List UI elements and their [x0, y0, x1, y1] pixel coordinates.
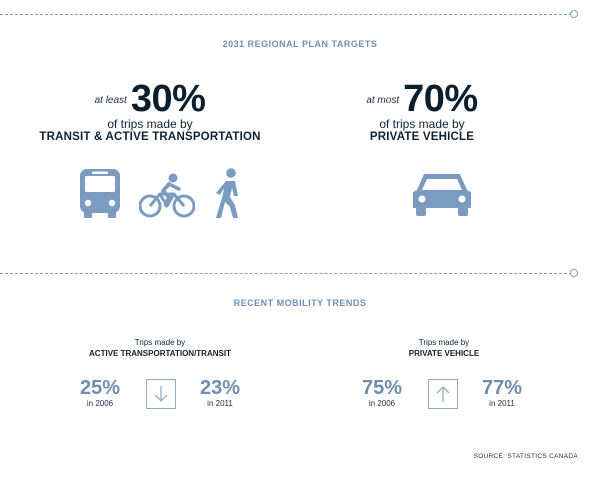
- vehicle-percent: 70%: [403, 78, 478, 120]
- middle-divider: [0, 273, 572, 274]
- vehicle-2006-value: 75%: [361, 377, 403, 399]
- transit-2006-value: 25%: [79, 377, 121, 399]
- trends-heading: RECENT MOBILITY TRENDS: [233, 298, 367, 308]
- decrease-arrow-box: [146, 379, 176, 409]
- transit-2011-stat: 23% in 2011: [190, 377, 250, 409]
- pedestrian-icon: [214, 168, 246, 225]
- transit-2006-year: in 2006: [86, 399, 114, 408]
- bicycle-icon: [138, 173, 196, 224]
- source-note: SOURCE: STATISTICS CANADA: [473, 453, 578, 460]
- vehicle-2006-stat: 75% in 2006: [352, 377, 412, 409]
- transit-line1: of trips made by: [107, 117, 193, 131]
- vehicle-line2: PRIVATE VEHICLE: [369, 131, 475, 143]
- vehicle-2011-value: 77%: [481, 377, 523, 399]
- arrow-up-icon: [436, 386, 450, 402]
- transit-2011-value: 23%: [199, 377, 241, 399]
- middle-divider-end-dot: [570, 269, 578, 277]
- increase-arrow-box: [428, 379, 458, 409]
- vehicle-2011-year: in 2011: [489, 399, 515, 408]
- transit-target-headline: at least 30%: [30, 80, 270, 118]
- arrow-down-icon: [154, 386, 168, 402]
- top-divider: [0, 14, 572, 15]
- top-divider-end-dot: [570, 10, 578, 18]
- vehicle-trend-title: Trips made by PRIVATE VEHICLE: [344, 337, 544, 359]
- transit-trend-title: Trips made by ACTIVE TRANSPORTATION/TRAN…: [60, 337, 260, 359]
- vehicle-target-headline: at most 70%: [322, 80, 522, 118]
- targets-heading: 2031 REGIONAL PLAN TARGETS: [222, 39, 378, 49]
- car-icon: [411, 170, 473, 223]
- transit-percent: 30%: [130, 78, 206, 120]
- transit-2011-year: in 2011: [207, 399, 233, 408]
- vehicle-line1: of trips made by: [379, 117, 465, 131]
- vehicle-trend-title-line1: Trips made by: [418, 338, 470, 347]
- transit-trend-title-line2: ACTIVE TRANSPORTATION/TRANSIT: [89, 349, 231, 358]
- vehicle-qualifier: at most: [366, 95, 400, 106]
- transit-target: at least 30% of trips made by TRANSIT & A…: [30, 80, 270, 144]
- transit-line2: TRANSIT & ACTIVE TRANSPORTATION: [39, 131, 261, 143]
- transit-2006-stat: 25% in 2006: [70, 377, 130, 409]
- vehicle-2011-stat: 77% in 2011: [472, 377, 532, 409]
- vehicle-trend-title-line2: PRIVATE VEHICLE: [408, 349, 480, 358]
- vehicle-target: at most 70% of trips made by PRIVATE VEHI…: [322, 80, 522, 144]
- transit-qualifier: at least: [94, 95, 127, 106]
- vehicle-2006-year: in 2006: [368, 399, 396, 408]
- bus-icon: [79, 168, 121, 223]
- transit-trend-title-line1: Trips made by: [134, 338, 186, 347]
